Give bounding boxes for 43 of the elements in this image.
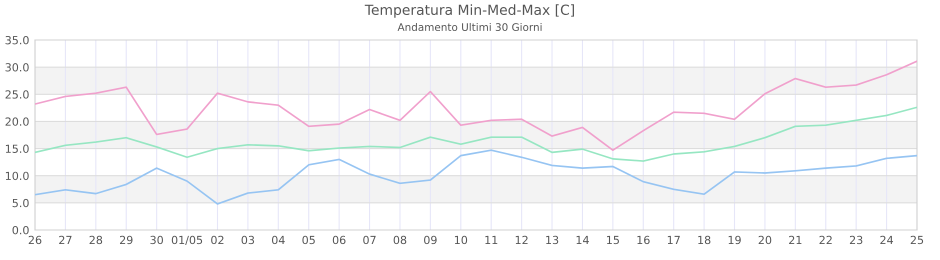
y-tick-label: 15.0 <box>6 144 29 153</box>
line-series <box>35 149 917 205</box>
x-tick-label: 18 <box>698 236 710 244</box>
x-tick-label: 12 <box>516 236 528 244</box>
x-tick-label: 11 <box>485 236 498 244</box>
y-tick-label: 30.0 <box>6 63 29 72</box>
x-tick-label: 02 <box>211 236 224 244</box>
x-tick-label: 30 <box>150 236 163 244</box>
x-tick-label: 23 <box>850 236 862 244</box>
y-tick-label: 0.0 <box>12 226 29 234</box>
x-tick-label: 09 <box>424 236 437 244</box>
x-tick-label: 27 <box>59 236 72 244</box>
x-tick-label: 26 <box>28 236 42 244</box>
x-tick-label: 13 <box>546 236 558 244</box>
x-tick-label: 07 <box>363 236 376 244</box>
y-tick-label: 20.0 <box>6 117 29 126</box>
x-tick-label: 10 <box>454 236 468 244</box>
x-tick-label: 28 <box>90 236 102 244</box>
chart-subtitle: Andamento Ultimi 30 Giorni <box>398 22 542 32</box>
x-tick-label: 03 <box>242 236 254 244</box>
x-tick-label: 06 <box>332 236 346 244</box>
y-tick-label: 25.0 <box>6 90 29 99</box>
x-tick-label: 29 <box>120 236 133 244</box>
x-tick-label: 22 <box>820 236 832 244</box>
y-tick-label: 5.0 <box>12 198 29 208</box>
line-series <box>35 60 917 152</box>
x-tick-label: 16 <box>637 236 650 244</box>
x-tick-label: 14 <box>576 236 589 244</box>
x-tick-label: 15 <box>607 236 619 244</box>
x-tick-label: 08 <box>394 236 406 244</box>
x-tick-label: 17 <box>668 236 680 244</box>
y-tick-label: 10.0 <box>6 172 29 180</box>
chart-title: Temperatura Min-Med-Max [C] <box>364 4 574 18</box>
x-tick-label: 24 <box>880 236 894 244</box>
x-tick-label: 05 <box>302 236 315 244</box>
x-tick-label: 25 <box>910 236 924 244</box>
x-tick-label: 21 <box>789 236 802 244</box>
x-tick-label: 01/05 <box>172 236 202 246</box>
x-tick-label: 04 <box>272 236 285 244</box>
x-tick-label: 19 <box>728 236 741 244</box>
line-series <box>35 106 917 162</box>
y-tick-label: 35.0 <box>6 36 29 44</box>
x-tick-label: 20 <box>758 236 772 244</box>
